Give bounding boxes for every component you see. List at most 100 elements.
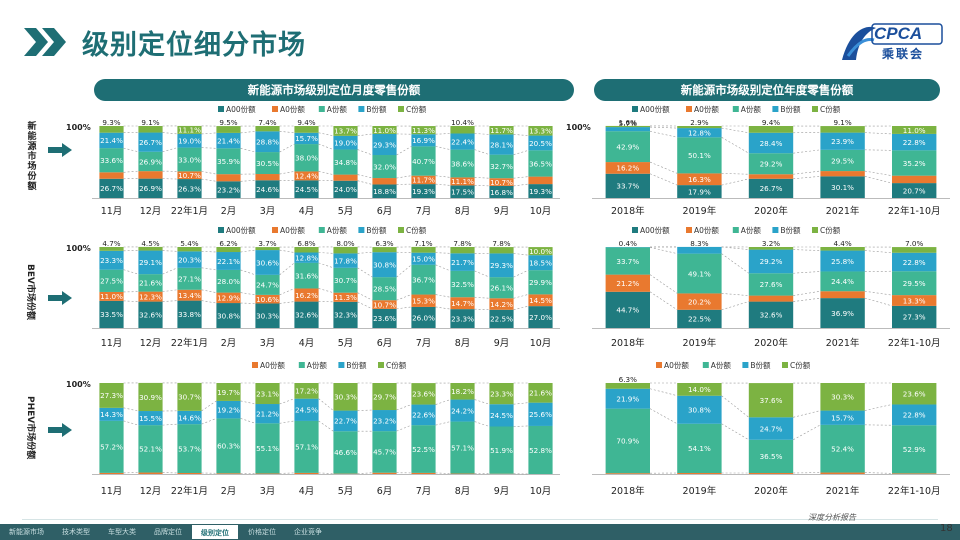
- data-label: 9.4%: [762, 118, 780, 127]
- bar-segment: [333, 292, 358, 302]
- connector-line: [357, 409, 373, 411]
- bar-segment: [411, 472, 436, 474]
- bar-segment: [177, 247, 202, 252]
- category-label: 22年1-10月: [888, 485, 941, 497]
- legend-label: B份额: [366, 225, 387, 235]
- bar-segment: [450, 421, 475, 474]
- category-label: 22年1月: [171, 485, 208, 497]
- connector-line: [279, 262, 295, 276]
- category-label: 3月: [260, 206, 276, 217]
- data-label: 26.0%: [412, 313, 435, 322]
- footer-tab[interactable]: 级别定位: [191, 524, 239, 540]
- bar-segment: [450, 270, 475, 298]
- legend-swatch: [318, 227, 325, 233]
- category-label: 3月: [260, 338, 276, 349]
- legend-swatch: [358, 227, 365, 233]
- bar-segment: [99, 291, 124, 301]
- connector-line: [513, 176, 529, 179]
- data-label: 35.2%: [903, 159, 926, 168]
- bar-segment: [255, 383, 280, 405]
- bar-segment: [216, 252, 241, 270]
- category-label: 12月: [140, 206, 162, 217]
- data-label: 11.1%: [178, 126, 201, 135]
- data-label: 24.7%: [760, 424, 783, 433]
- bar-segment: [138, 301, 163, 328]
- bar-segment: [450, 126, 475, 134]
- bar-segment: [177, 382, 202, 411]
- footer-tab[interactable]: 技术类型: [62, 528, 90, 536]
- page-title: 级别定位细分市场: [82, 29, 306, 61]
- bar-segment: [99, 472, 124, 474]
- category-label: 5月: [338, 206, 354, 217]
- bar-segment: [255, 131, 280, 153]
- connector-line: [318, 252, 334, 254]
- bar-segment: [605, 408, 650, 474]
- connector-line: [162, 250, 178, 252]
- data-label: 22.5%: [490, 315, 513, 324]
- bar-segment: [216, 148, 241, 175]
- footer-tab[interactable]: 价格定位: [248, 528, 276, 536]
- bar-segment: [677, 173, 722, 186]
- connector-line: [201, 289, 217, 293]
- bar-segment: [528, 255, 553, 271]
- data-label: 29.2%: [760, 160, 783, 169]
- bar-segment: [820, 149, 865, 172]
- connector-line: [513, 269, 529, 278]
- data-label: 24.7%: [256, 281, 279, 290]
- bar-segment: [294, 180, 319, 198]
- bar-segment: [138, 126, 163, 133]
- legend-label: A0份额: [280, 104, 305, 114]
- bar-segment: [748, 126, 794, 133]
- bar-segment: [216, 473, 241, 474]
- data-label: 25.8%: [831, 257, 854, 266]
- data-label: 38.0%: [295, 154, 318, 163]
- legend-swatch: [632, 106, 638, 112]
- connector-line: [318, 420, 334, 432]
- bar-segment: [255, 404, 280, 424]
- bar-segment: [450, 297, 475, 310]
- footer-tab[interactable]: 品牌定位: [154, 528, 182, 536]
- bar-segment: [677, 423, 722, 473]
- connector-line: [279, 301, 295, 304]
- data-label: 20.3%: [178, 255, 201, 264]
- legend-swatch: [702, 362, 709, 368]
- connector-line: [721, 301, 749, 311]
- data-label: 30.5%: [256, 159, 279, 168]
- data-label: 23.9%: [831, 137, 854, 146]
- legend-label: B份额: [366, 104, 387, 114]
- connector-line: [279, 131, 295, 134]
- data-label: 10.0%: [529, 247, 552, 256]
- bar-segment: [255, 180, 280, 198]
- data-label: 51.9%: [490, 446, 513, 455]
- data-label: 26.3%: [178, 184, 201, 193]
- category-label: 9月: [494, 206, 510, 217]
- connector-line: [357, 133, 373, 137]
- category-label: 12月: [140, 338, 162, 349]
- data-label: 30.7%: [334, 276, 357, 285]
- data-label: 22.6%: [412, 411, 435, 420]
- data-label: 32.3%: [334, 311, 357, 320]
- footer-tab[interactable]: 企业竞争: [294, 528, 322, 536]
- data-label: 26.7%: [760, 184, 783, 193]
- connector-line: [357, 180, 373, 185]
- bar-segment: [411, 134, 436, 147]
- footer-tab[interactable]: 车型大类: [108, 528, 136, 536]
- bar-segment: [372, 133, 397, 156]
- category-label: 22年1-10月: [888, 205, 941, 217]
- connector-line: [162, 289, 178, 292]
- footer-tab[interactable]: 新能源市场: [9, 528, 44, 536]
- bar-segment: [255, 294, 280, 304]
- data-label: 26.7%: [139, 138, 162, 147]
- data-label: 57.2%: [100, 443, 123, 452]
- connector-line: [435, 133, 451, 135]
- data-label: 17.5%: [451, 188, 474, 197]
- connector-line: [793, 149, 821, 154]
- bar-segment: [892, 473, 937, 474]
- bar-segment: [677, 137, 722, 174]
- bar-segment: [892, 175, 937, 184]
- data-label: 9.1%: [833, 118, 851, 127]
- data-label: 36.5%: [529, 159, 552, 168]
- data-label: 44.7%: [616, 306, 639, 315]
- bar-segment: [489, 178, 514, 186]
- bar-segment: [820, 247, 865, 251]
